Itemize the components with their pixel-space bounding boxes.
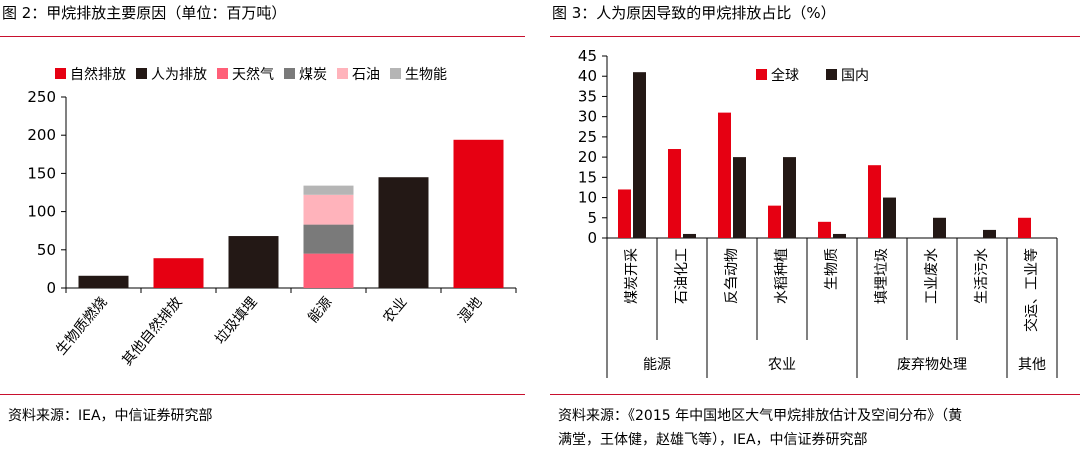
bar-8-0 [1018, 217, 1031, 238]
y-tick-label-2: 10 [578, 189, 597, 207]
left-figure-title: 图 2：甲烷排放主要原因（单位：百万吨） [2, 4, 287, 22]
y-tick-label-1: 50 [37, 241, 56, 259]
legend-label-2: 天然气 [232, 66, 274, 83]
bar-3-4 [303, 194, 354, 225]
x-tick-label-1: 其他自然排放 [119, 294, 186, 369]
bar-2-1 [228, 236, 279, 288]
x-tick-label-4: 生物质 [824, 248, 840, 290]
y-tick-label-9: 45 [578, 47, 597, 65]
right-figure: 图 3：人为原因导致的甲烷排放占比（%） 全球 国内 0 5 10 15 20 25 30 35 4… [550, 0, 1080, 471]
bar-0-1 [633, 72, 646, 238]
right-chart: 全球 国内 0 5 10 15 20 25 30 35 40 45 煤炭开采 石油化工 反刍动物 水稻种植 生物… [578, 47, 1058, 378]
x-tick-label-7: 生活污水 [974, 248, 990, 304]
x-tick-label-6: 工业废水 [924, 248, 940, 304]
y-tick-label-8: 40 [578, 67, 597, 85]
x-tick-label-3: 能源 [305, 294, 335, 326]
right-source-rule [550, 394, 1080, 395]
bar-1-0 [668, 149, 681, 238]
x-tick-label-0: 煤炭开采 [624, 248, 640, 304]
bar-6-1 [933, 217, 946, 238]
legend-swatch-5 [390, 68, 401, 79]
bar-0-1 [78, 275, 129, 288]
legend-swatch-0 [55, 68, 66, 79]
legend-swatch-2 [217, 68, 228, 79]
left-source-rule [0, 394, 525, 395]
bar-3-0 [768, 205, 781, 238]
legend-label-4: 石油 [352, 67, 380, 83]
legend-label-0: 全球 [771, 67, 799, 84]
y-tick-label-7: 35 [578, 87, 597, 105]
y-tick-label-4: 200 [27, 126, 56, 144]
bar-0-0 [618, 189, 631, 238]
legend-swatch-1 [136, 68, 147, 79]
y-tick-label-5: 250 [27, 88, 56, 106]
right-title-rule [550, 36, 1080, 37]
legend-label-5: 生物能 [405, 67, 447, 83]
bar-3-3 [303, 224, 354, 254]
left-figure: 图 2：甲烷排放主要原因（单位：百万吨） 自然排放 人为排放 天然气 煤炭 石油 生物能 0… [0, 0, 525, 471]
x-tick-label-8: 交运、工业等 [1023, 248, 1040, 332]
y-tick-label-0: 0 [46, 279, 56, 297]
x-tick-label-5: 湿地 [455, 294, 485, 326]
bar-2-1 [733, 157, 746, 238]
group-label-2: 废弃物处理 [897, 357, 967, 373]
legend-swatch-0 [756, 69, 767, 80]
group-label-3: 其他 [1018, 357, 1046, 373]
legend-label-0: 自然排放 [70, 66, 126, 83]
bar-7-1 [983, 229, 996, 238]
legend-swatch-1 [826, 69, 837, 80]
bar-1-0 [153, 258, 204, 288]
x-tick-label-1: 石油化工 [674, 248, 690, 304]
bar-4-1 [833, 233, 846, 238]
right-figure-title: 图 3：人为原因导致的甲烷排放占比（%） [552, 4, 836, 22]
right-source-line-2: 满堂，王体健，赵雄飞等），IEA，中信证券研究部 [558, 432, 868, 448]
bar-5-0 [453, 139, 504, 288]
left-source: 资料来源：IEA，中信证券研究部 [8, 408, 213, 424]
bar-4-0 [818, 221, 831, 238]
legend-label-1: 人为排放 [151, 67, 207, 83]
bar-3-2 [303, 253, 354, 288]
left-chart: 自然排放 人为排放 天然气 煤炭 石油 生物能 0 50 100 150 200 250 生物质燃烧 其他… [27, 66, 517, 369]
y-tick-label-4: 20 [578, 148, 597, 166]
bar-1-1 [683, 233, 696, 238]
y-tick-label-3: 150 [27, 164, 56, 182]
x-tick-label-2: 反刍动物 [724, 248, 740, 304]
legend-swatch-4 [337, 68, 348, 79]
bar-4-1 [378, 177, 429, 288]
legend-swatch-3 [284, 68, 295, 79]
y-tick-label-1: 5 [587, 209, 597, 227]
x-tick-label-2: 垃圾填埋 [212, 294, 260, 347]
bar-3-5 [303, 185, 354, 195]
x-tick-label-5: 填埋垃圾 [874, 248, 890, 304]
bar-5-1 [883, 197, 896, 238]
x-tick-label-0: 生物质燃烧 [53, 294, 111, 359]
legend-label-3: 煤炭 [299, 67, 327, 83]
right-source-line-1: 资料来源：《2015 年中国地区大气甲烷排放估计及空间分布》（黄 [558, 408, 963, 424]
bar-3-1 [783, 157, 796, 238]
y-tick-label-3: 15 [578, 168, 597, 186]
left-title-rule [0, 36, 525, 37]
bar-2-0 [718, 112, 731, 238]
x-tick-label-4: 农业 [380, 294, 410, 326]
group-label-0: 能源 [643, 357, 671, 373]
y-tick-label-6: 30 [578, 108, 597, 126]
legend-label-1: 国内 [841, 68, 869, 84]
bar-5-0 [868, 165, 881, 238]
y-tick-label-2: 100 [27, 203, 56, 221]
group-label-1: 农业 [768, 357, 796, 373]
x-tick-label-3: 水稻种植 [774, 248, 790, 304]
y-tick-label-5: 25 [578, 128, 597, 146]
y-tick-label-0: 0 [587, 229, 597, 247]
